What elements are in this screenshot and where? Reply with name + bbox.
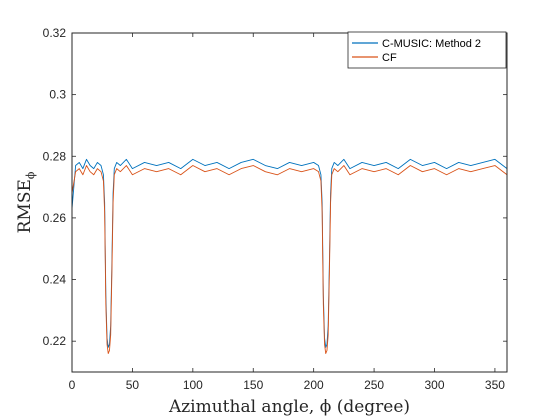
y-axis-label: RMSEϕ (15, 171, 37, 233)
y-tick-label: 0.3 (49, 88, 66, 102)
y-tick-label: 0.22 (43, 334, 67, 348)
y-tick-label: 0.24 (43, 273, 67, 287)
legend: C-MUSIC: Method 2 CF (347, 31, 507, 69)
y-tick-label: 0.32 (43, 26, 67, 40)
plot-frame (71, 32, 508, 373)
y-axis-label-main: RMSE (15, 179, 35, 233)
x-axis-label: Azimuthal angle, ϕ (degree) (168, 397, 410, 417)
legend-box (347, 31, 507, 69)
legend-label-c-music: C-MUSIC: Method 2 (382, 38, 481, 50)
y-tick-label: 0.28 (43, 149, 67, 163)
x-tick-label: 50 (126, 378, 140, 392)
series-line-cf (71, 165, 508, 354)
y-axis-label-subscript: ϕ (24, 171, 37, 179)
x-tick-label: 150 (243, 378, 263, 392)
x-tick-label: 300 (424, 378, 444, 392)
x-tick-label: 100 (183, 378, 203, 392)
x-tick-label: 250 (364, 378, 384, 392)
y-tick-label: 0.26 (43, 211, 67, 225)
x-tick-label: 350 (485, 378, 505, 392)
x-tick-label: 0 (69, 378, 76, 392)
y-axis-ticks: 0.22 0.24 0.26 0.28 0.3 0.32 (43, 26, 507, 348)
series-line-c-music (71, 158, 508, 348)
x-tick-label: 200 (304, 378, 324, 392)
series-layer (71, 158, 508, 354)
x-axis-ticks: 0 50 100 150 200 250 300 350 (69, 33, 505, 392)
legend-label-cf: CF (382, 52, 397, 64)
